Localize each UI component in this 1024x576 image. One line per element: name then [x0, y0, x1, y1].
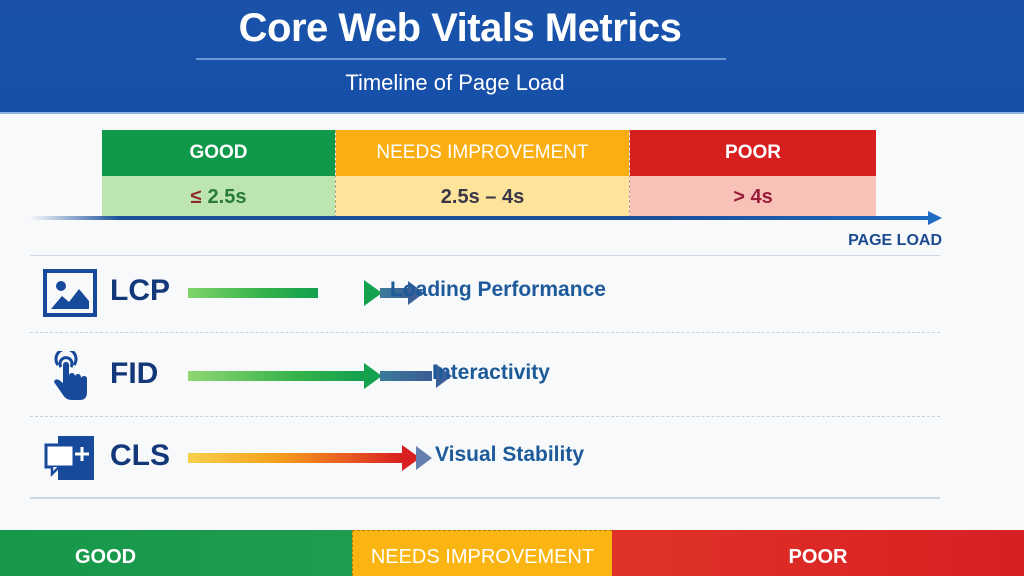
timeline-axis-label: PAGE LOAD [848, 232, 942, 249]
less-equal-symbol: ≤ [190, 185, 202, 208]
metric-row-fid: FID Interactivity [42, 351, 942, 401]
section-divider [30, 255, 940, 256]
timeline-arrow-icon [928, 211, 942, 225]
threshold-poor: POOR > 4s [629, 130, 876, 218]
metric-description: Loading Performance [390, 278, 606, 301]
threshold-value: 2.5s – 4s [336, 176, 629, 218]
metric-abbr: FID [110, 357, 159, 390]
arrow-head-icon [364, 280, 382, 306]
arrow-connector [380, 371, 432, 381]
arrow-head-icon [436, 364, 452, 388]
metric-row-lcp: LCP Loading Performance [42, 268, 942, 318]
arrow-head-icon [402, 445, 420, 471]
metric-arrow-bar [188, 288, 318, 298]
image-icon [43, 269, 97, 317]
arrow-head-icon [408, 281, 424, 305]
threshold-label: NEEDS IMPROVEMENT [336, 130, 629, 176]
scale-needs-improvement: NEEDS IMPROVEMENT [352, 530, 612, 576]
section-divider [30, 497, 940, 499]
page-subtitle: Timeline of Page Load [345, 70, 565, 95]
header-banner: Core Web Vitals Metrics Timeline of Page… [0, 0, 1024, 114]
timeline-axis [30, 216, 932, 220]
threshold-label: GOOD [102, 130, 335, 176]
threshold-value-text: 2.5s [207, 185, 247, 208]
threshold-value: ≤ 2.5s [102, 176, 335, 218]
metric-abbr: LCP [110, 274, 170, 307]
scale-poor: POOR [612, 530, 1024, 576]
threshold-needs-improvement: NEEDS IMPROVEMENT 2.5s – 4s [335, 130, 629, 218]
metric-abbr: CLS [110, 439, 170, 472]
metric-arrow-bar [188, 453, 402, 463]
page-title: Core Web Vitals Metrics [238, 6, 682, 50]
threshold-label: POOR [630, 130, 876, 176]
metric-arrow-bar [188, 371, 364, 381]
tap-hand-icon [54, 351, 87, 400]
metric-row-cls: CLS Visual Stability [42, 433, 942, 483]
arrow-head-icon [416, 446, 432, 470]
title-divider [196, 58, 726, 60]
row-divider [30, 332, 940, 333]
scale-good: GOOD [0, 530, 352, 576]
layout-shift-icon [44, 436, 94, 480]
threshold-good: GOOD ≤ 2.5s [102, 130, 335, 218]
threshold-value: > 4s [630, 176, 876, 218]
metric-description: Visual Stability [435, 443, 584, 466]
scale-bar: GOOD NEEDS IMPROVEMENT POOR [0, 530, 1024, 576]
arrow-head-icon [364, 363, 382, 389]
threshold-table: GOOD ≤ 2.5s NEEDS IMPROVEMENT 2.5s – 4s … [102, 130, 876, 218]
arrow-connector [380, 288, 412, 298]
metric-description: Interactivity [432, 361, 550, 384]
row-divider [30, 416, 940, 417]
